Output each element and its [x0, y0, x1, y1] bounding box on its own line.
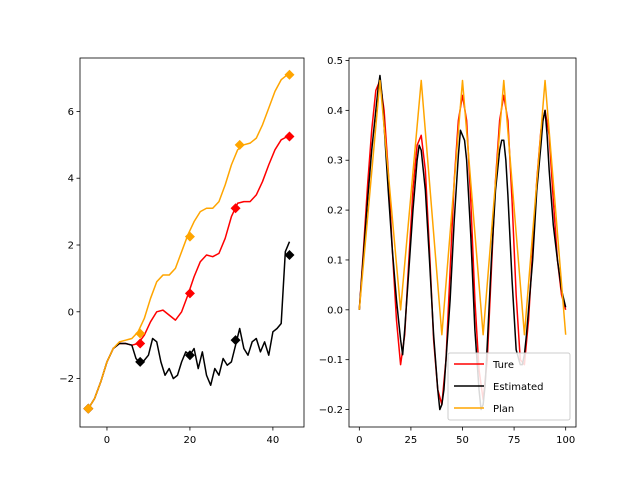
legend-box — [447, 352, 571, 421]
y-tick-label: −2 — [59, 374, 74, 385]
series-line-black — [87, 241, 291, 410]
data-point-marker-black — [184, 350, 195, 361]
x-tick-label: 40 — [267, 435, 280, 446]
data-point-marker-orange — [83, 403, 94, 414]
x-tick-label: 0 — [356, 435, 362, 446]
data-point-marker-orange — [234, 139, 245, 150]
data-point-marker-red — [184, 288, 195, 299]
y-tick-label: 0.2 — [327, 206, 343, 217]
legend-label-plan: Plan — [493, 404, 514, 415]
axes-frame — [79, 57, 305, 428]
legend: Ture Estimated Plan — [447, 352, 571, 421]
data-point-marker-orange — [135, 328, 146, 339]
x-tick-label: 25 — [405, 435, 418, 446]
data-point-marker-orange — [284, 69, 295, 80]
y-tick-label: 0.4 — [327, 106, 343, 117]
data-point-marker-orange — [184, 231, 195, 242]
data-point-marker-black — [135, 356, 146, 367]
y-tick-label: 4 — [68, 174, 74, 185]
legend-label-estimated: Estimated — [493, 382, 544, 393]
x-tick-label: 50 — [456, 435, 469, 446]
x-tick-label: 20 — [184, 435, 197, 446]
y-tick-label: 2 — [68, 241, 74, 252]
legend-label-ture: Ture — [492, 360, 514, 371]
data-point-marker-black — [230, 335, 241, 346]
x-tick-label: 0 — [104, 435, 110, 446]
y-tick-label: 0.1 — [327, 255, 343, 266]
left-subplot: 0 20 40 −2 0 2 4 6 — [59, 57, 305, 446]
y-tick-label: −0.1 — [319, 355, 343, 366]
y-tick-label: −0.2 — [319, 405, 343, 416]
y-tick-label: 0 — [68, 307, 74, 318]
data-point-marker-red — [230, 203, 241, 214]
y-tick-label: 6 — [68, 107, 74, 118]
series-line-plan — [358, 79, 567, 336]
x-tick-label: 100 — [556, 435, 575, 446]
data-point-marker-black — [284, 250, 295, 261]
x-tick-label: 75 — [508, 435, 521, 446]
y-tick-label: 0.0 — [327, 305, 343, 316]
series-line-estimated — [358, 74, 567, 411]
y-tick-label: 0.3 — [327, 156, 343, 167]
y-tick-label: 0.5 — [327, 56, 343, 67]
right-subplot: 0 25 50 75 100 −0.2 −0.1 0.0 0.1 0.2 0.3 0.4 0.5 — [319, 56, 577, 446]
data-point-marker-red — [135, 338, 146, 349]
data-point-marker-red — [284, 131, 295, 142]
